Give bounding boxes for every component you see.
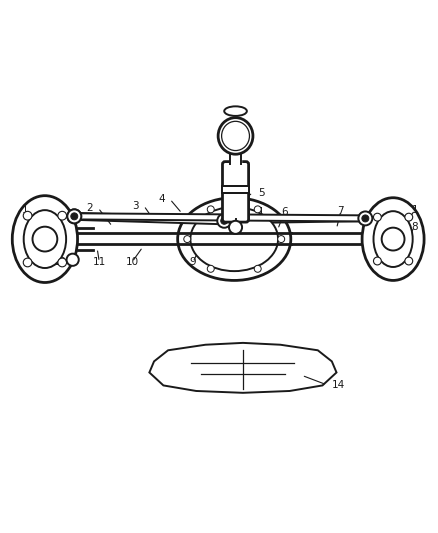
Text: 5: 5 (258, 188, 265, 198)
Circle shape (221, 217, 228, 224)
Circle shape (381, 228, 405, 251)
Circle shape (58, 212, 67, 220)
Circle shape (374, 257, 381, 265)
Circle shape (67, 209, 81, 223)
Ellipse shape (12, 196, 78, 282)
Circle shape (278, 236, 285, 243)
Polygon shape (224, 216, 370, 223)
Circle shape (67, 254, 79, 266)
Ellipse shape (374, 211, 413, 267)
Text: 2: 2 (86, 203, 93, 213)
Circle shape (67, 209, 81, 223)
Text: 1: 1 (412, 205, 418, 215)
Ellipse shape (362, 198, 424, 280)
Text: 1: 1 (22, 205, 28, 215)
Text: 1: 1 (258, 207, 265, 217)
FancyBboxPatch shape (223, 161, 249, 222)
Text: 3: 3 (132, 200, 138, 211)
Text: 4: 4 (158, 194, 165, 204)
Circle shape (405, 257, 413, 265)
Circle shape (405, 213, 413, 221)
Circle shape (32, 227, 57, 252)
Ellipse shape (224, 107, 247, 116)
Circle shape (207, 265, 214, 272)
Circle shape (358, 212, 372, 225)
Text: 10: 10 (125, 257, 138, 267)
Circle shape (23, 212, 32, 220)
Circle shape (374, 213, 381, 221)
FancyBboxPatch shape (222, 185, 250, 193)
Circle shape (71, 213, 78, 220)
Text: 8: 8 (412, 222, 418, 232)
Circle shape (23, 258, 32, 267)
Circle shape (217, 214, 231, 228)
Polygon shape (74, 213, 224, 224)
Circle shape (58, 258, 67, 267)
Text: 12: 12 (53, 257, 67, 267)
Ellipse shape (191, 207, 278, 271)
Text: 11: 11 (93, 257, 106, 267)
Circle shape (229, 221, 242, 234)
Circle shape (254, 206, 261, 213)
Circle shape (359, 212, 372, 225)
Ellipse shape (178, 198, 291, 280)
Ellipse shape (218, 118, 253, 154)
Text: 6: 6 (281, 207, 288, 217)
Polygon shape (74, 213, 365, 221)
Ellipse shape (24, 210, 66, 268)
Text: 9: 9 (190, 257, 196, 267)
Text: 7: 7 (338, 206, 344, 216)
Circle shape (184, 236, 191, 243)
Circle shape (362, 215, 369, 222)
Circle shape (207, 206, 214, 213)
Polygon shape (149, 343, 336, 393)
Text: 14: 14 (332, 380, 346, 390)
Circle shape (254, 265, 261, 272)
